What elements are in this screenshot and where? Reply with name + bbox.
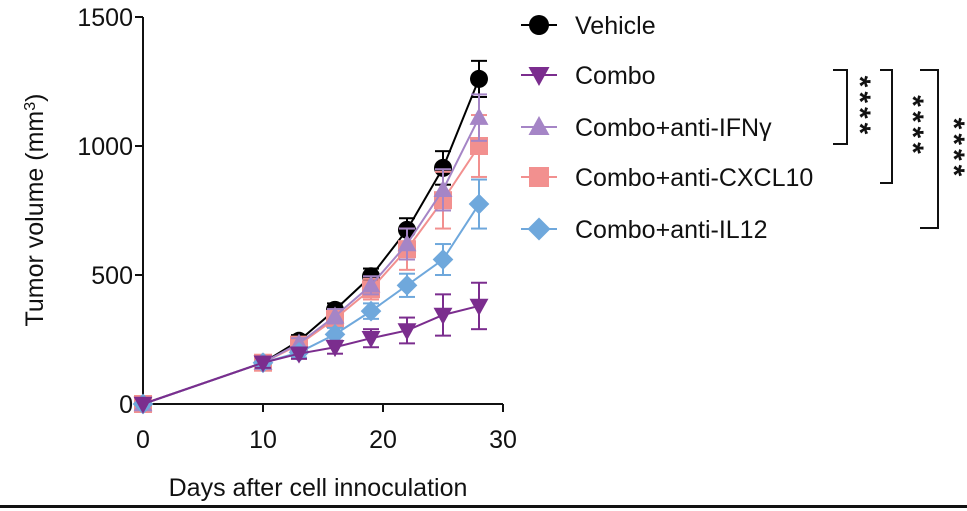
significance-bracket: **** (880, 69, 929, 184)
data-point (289, 346, 309, 364)
legend-marker (529, 15, 549, 35)
y-axis-title: Tumor volume (mm3) (21, 94, 49, 327)
data-point (433, 307, 453, 325)
bracket-line (833, 69, 848, 145)
data-point (397, 234, 417, 252)
significance-label: **** (843, 76, 876, 139)
series-line (142, 78, 480, 405)
axes: 0 500 1000 1500 0 10 20 30 (77, 4, 517, 454)
legend-label: Vehicle (575, 12, 656, 40)
legend-marker (527, 217, 551, 241)
series-combo-anti-il12 (132, 178, 490, 415)
data-point (133, 396, 153, 414)
significance-bracket: **** (920, 69, 967, 229)
y-tick-label: 1000 (77, 133, 133, 161)
data-point (325, 340, 345, 358)
legend-label: Combo+anti-IFNγ (575, 114, 772, 142)
bracket-line (920, 69, 939, 229)
legend-item: Vehicle (521, 12, 656, 40)
data-point (253, 355, 273, 373)
series-vehicle (134, 59, 488, 413)
data-point (468, 193, 490, 215)
significance-label: **** (896, 95, 929, 158)
legend-label: Combo (575, 62, 656, 90)
y-tick-label: 1500 (77, 4, 133, 32)
data-point (469, 298, 489, 316)
x-tick-label: 20 (369, 426, 397, 454)
significance-label: **** (937, 118, 967, 181)
x-axis-title: Days after cell innoculation (169, 474, 468, 502)
legend-label: Combo+anti-IL12 (575, 216, 767, 244)
significance-bracket: **** (833, 69, 876, 145)
series-line (142, 304, 480, 405)
data-point (432, 249, 454, 270)
series-layer (132, 59, 490, 415)
legend-marker (528, 67, 550, 86)
y-tick-label: 500 (91, 262, 133, 290)
y-axis-title-main: Tumor volume (mm (21, 111, 49, 327)
data-point (360, 300, 382, 322)
significance-brackets: **** **** **** (833, 69, 967, 229)
y-axis-title-sup: 3 (22, 102, 39, 111)
data-point (469, 107, 489, 125)
data-point (470, 69, 488, 88)
series-combo-anti-cxcl10 (134, 114, 488, 413)
bracket-line (880, 69, 893, 184)
data-point (324, 323, 346, 345)
series-line (142, 203, 480, 405)
data-point (433, 179, 453, 198)
legend-item: Combo (521, 62, 656, 90)
x-tick-label: 30 (489, 426, 517, 454)
legend: Vehicle Combo Combo+anti-IFNγ Combo+anti-CX… (521, 12, 813, 244)
bottom-rule (0, 505, 967, 508)
legend-marker (529, 167, 549, 187)
x-tick-label: 10 (249, 426, 277, 454)
legend-marker (528, 116, 550, 135)
data-point (396, 274, 418, 296)
legend-label: Combo+anti-CXCL10 (575, 164, 813, 192)
y-tick-label: 0 (119, 391, 133, 419)
series-line (142, 145, 480, 405)
data-point (397, 323, 417, 341)
y-axis-title-close: ) (21, 94, 49, 102)
series-combo (133, 281, 489, 414)
x-tick-label: 0 (136, 426, 150, 454)
legend-item: Combo+anti-IFNγ (521, 114, 772, 142)
data-point (361, 331, 381, 349)
data-point (325, 306, 345, 324)
series-line (142, 117, 480, 405)
legend-item: Combo+anti-IL12 (521, 216, 767, 244)
legend-item: Combo+anti-CXCL10 (521, 164, 813, 192)
series-combo-anti-ifn- (133, 93, 489, 412)
data-point (361, 275, 381, 293)
